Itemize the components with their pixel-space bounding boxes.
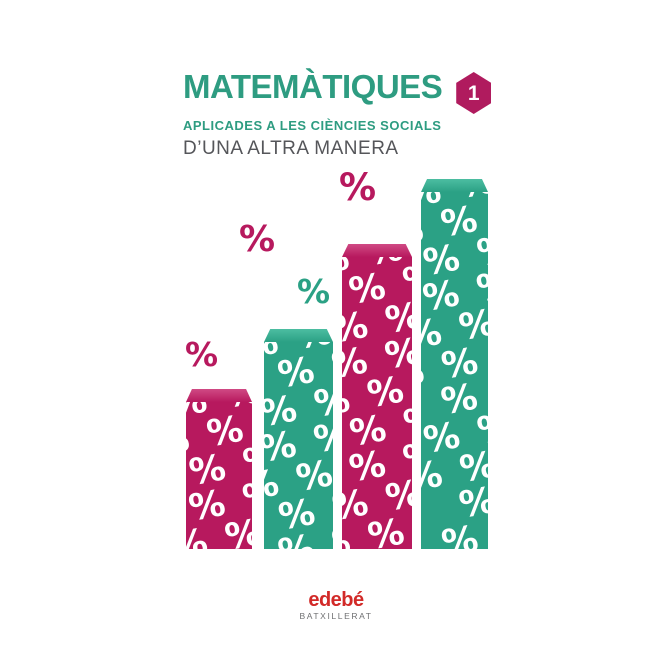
publisher-block: edebé BATXILLERAT [0,590,672,621]
floating-percent-symbol-3: % [297,272,331,311]
decorative-bar-1-magenta: % % % % % % % % % % % % % % % % % % % % … [186,389,252,549]
decorative-bar-4-teal: % % % % % % % % % % % % % % % % % % % % … [421,179,488,549]
floating-percent-symbol-4: % [339,166,377,209]
collection-label: BATXILLERAT [299,611,373,621]
bar-body: % % % % % % % % % % % % % % % % % % % % … [342,257,412,549]
decorative-bar-3-magenta: % % % % % % % % % % % % % % % % % % % % … [342,244,412,549]
book-tagline: D’UNA ALTRA MANERA [183,138,399,159]
bar-top-face [186,389,252,402]
bar-top-face [342,244,412,257]
publisher-logo: edebé [308,589,364,611]
decorative-bar-2-teal: % % % % % % % % % % % % % % % % % % % % … [264,329,333,549]
percent-pattern: % % % % % % % % % % % % % % % % % % % % … [342,257,412,549]
bar-body: % % % % % % % % % % % % % % % % % % % % … [186,402,252,549]
floating-percent-symbol-2: % [239,219,276,260]
percent-pattern: % % % % % % % % % % % % % % % % % % % % … [264,342,333,549]
percent-pattern: % % % % % % % % % % % % % % % % % % % % … [421,192,488,549]
bar-body: % % % % % % % % % % % % % % % % % % % % … [264,342,333,549]
bar-top-face [421,179,488,192]
level-number: 1 [467,81,480,105]
book-title: MATEMÀTIQUES [183,68,443,105]
book-subtitle: APLICADES A LES CIÈNCIES SOCIALS [183,118,442,133]
bar-body: % % % % % % % % % % % % % % % % % % % % … [421,192,488,549]
title-block: MATEMÀTIQUES 1 APLICADES A LES CIÈNCIES … [183,68,492,159]
bar-top-face [264,329,333,342]
floating-percent-symbol-1: % [185,335,219,374]
percent-pattern: % % % % % % % % % % % % % % % % % % % % … [186,402,252,549]
title-row: MATEMÀTIQUES 1 [183,68,492,114]
